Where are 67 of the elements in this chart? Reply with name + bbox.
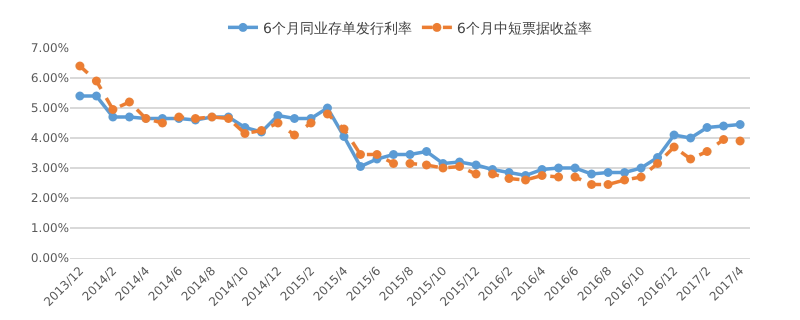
- point: [686, 134, 696, 142]
- point: [702, 147, 712, 156]
- point: [636, 172, 646, 182]
- y-tick-label: 1.00%: [30, 221, 69, 236]
- point: [273, 111, 282, 120]
- y-tick-label: 7.00%: [30, 41, 69, 56]
- point: [538, 171, 547, 180]
- point: [406, 150, 414, 159]
- point: [636, 164, 646, 172]
- point: [719, 135, 728, 144]
- point: [604, 168, 613, 177]
- point: [620, 176, 630, 184]
- point: [75, 62, 84, 70]
- point: [108, 112, 118, 122]
- point: [554, 172, 564, 182]
- point: [504, 174, 514, 183]
- point: [719, 122, 728, 130]
- point: [356, 150, 365, 159]
- point: [736, 136, 745, 146]
- point: [438, 164, 448, 172]
- point: [570, 164, 580, 172]
- point: [604, 180, 613, 189]
- point: [472, 160, 481, 170]
- y-tick-label: 2.00%: [30, 191, 69, 206]
- point: [670, 142, 679, 152]
- point: [670, 130, 679, 140]
- legend-label: 6个月同业存单发行利率: [263, 20, 412, 37]
- point: [653, 159, 662, 168]
- point: [554, 164, 564, 172]
- point: [422, 160, 431, 170]
- y-tick-label: 5.00%: [30, 101, 69, 116]
- point: [273, 118, 282, 128]
- point: [92, 76, 101, 86]
- y-tick-label: 0.00%: [30, 251, 69, 266]
- point: [372, 150, 382, 159]
- point: [736, 120, 745, 129]
- y-tick-label: 4.00%: [30, 131, 69, 146]
- point: [620, 168, 630, 177]
- point: [124, 98, 134, 106]
- point: [422, 147, 431, 156]
- point: [306, 118, 316, 128]
- y-tick-label: 6.00%: [30, 71, 69, 86]
- legend-label: 6个月中短票据收益率: [456, 20, 592, 37]
- point: [587, 180, 596, 189]
- point: [702, 123, 712, 132]
- point: [406, 159, 414, 168]
- point: [472, 170, 481, 178]
- point: [108, 105, 118, 114]
- point: [92, 92, 101, 100]
- point: [290, 130, 299, 140]
- point: [389, 150, 398, 159]
- point: [570, 172, 580, 182]
- point: [240, 129, 250, 138]
- point: [356, 162, 365, 171]
- point: [124, 112, 134, 122]
- point: [339, 124, 348, 134]
- point: [587, 170, 596, 178]
- point: [521, 176, 530, 184]
- point: [322, 110, 332, 118]
- point: [488, 170, 498, 178]
- point: [75, 92, 84, 100]
- point: [389, 159, 398, 168]
- point: [290, 114, 299, 123]
- point: [455, 162, 464, 171]
- point: [158, 118, 167, 128]
- point: [686, 154, 696, 164]
- y-tick-label: 3.00%: [30, 161, 69, 176]
